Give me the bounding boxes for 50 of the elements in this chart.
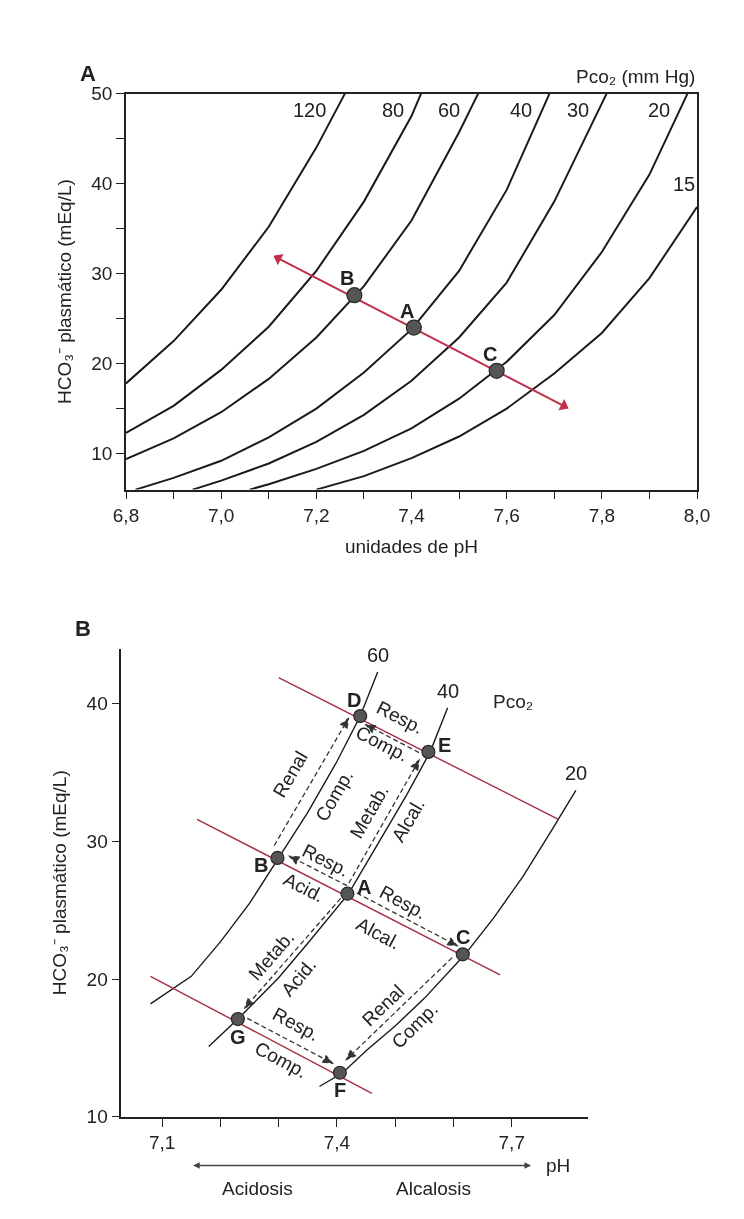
legend-title: Pco₂ (mm Hg): [576, 66, 696, 87]
y-axis-title: HCO₃⁻ plasmático (mEq/L): [48, 770, 70, 996]
legend-title: Pco₂: [493, 691, 534, 712]
y-tick-label: 40: [91, 173, 113, 195]
y-tick-label: 20: [86, 968, 108, 990]
y-tick-label: 30: [86, 831, 108, 853]
annotation: C: [483, 343, 498, 365]
x-tick-label: 6,8: [112, 505, 140, 527]
annotation: B: [254, 854, 269, 876]
series-label: 60: [367, 644, 390, 666]
series-label: 40: [510, 99, 533, 121]
text: Acidosis: [222, 1178, 293, 1199]
series-label: 20: [565, 762, 588, 784]
annotation: G: [230, 1026, 246, 1048]
x-tick-label: 7,7: [498, 1132, 525, 1154]
text: Alcalosis: [396, 1178, 471, 1199]
x-tick-label: 8,0: [683, 505, 711, 527]
x-tick-label: 7,4: [398, 505, 426, 527]
x-tick-label: 7,6: [493, 505, 520, 527]
series-label: 120: [293, 99, 327, 121]
y-axis-title: HCO₃⁻ plasmático (mEq/L): [53, 179, 75, 405]
y-tick-label: 10: [86, 1106, 108, 1128]
annotation: A: [400, 300, 415, 322]
y-tick-label: 20: [91, 353, 113, 375]
annotation: B: [340, 267, 355, 289]
annotation: C: [456, 926, 471, 948]
y-tick-label: 30: [91, 263, 113, 285]
annotation: E: [438, 734, 452, 756]
chart-title: B: [75, 616, 91, 641]
series-label: 40: [437, 680, 460, 702]
x-tick-label: 7,2: [303, 505, 330, 527]
series-label: 20: [648, 99, 671, 121]
series-label: 60: [438, 99, 461, 121]
chart-title: A: [80, 61, 96, 86]
x-tick-label: 7,1: [148, 1132, 176, 1154]
x-tick-label: 7,0: [207, 505, 235, 527]
x-tick-label: 7,8: [588, 505, 616, 527]
y-tick-label: 40: [86, 693, 108, 715]
series-label: 80: [382, 99, 405, 121]
x-tick-label: 7,4: [323, 1132, 351, 1154]
x-axis-title: pH: [546, 1155, 571, 1176]
annotation: F: [334, 1079, 347, 1101]
x-axis-title: unidades de pH: [344, 536, 479, 558]
annotation: D: [347, 689, 362, 711]
series-label: 30: [567, 99, 590, 121]
annotation: A: [357, 876, 372, 898]
series-label: 15: [673, 173, 696, 195]
y-tick-label: 50: [91, 83, 113, 105]
annotation: Alcal.: [352, 913, 404, 954]
y-tick-label: 10: [91, 443, 113, 465]
